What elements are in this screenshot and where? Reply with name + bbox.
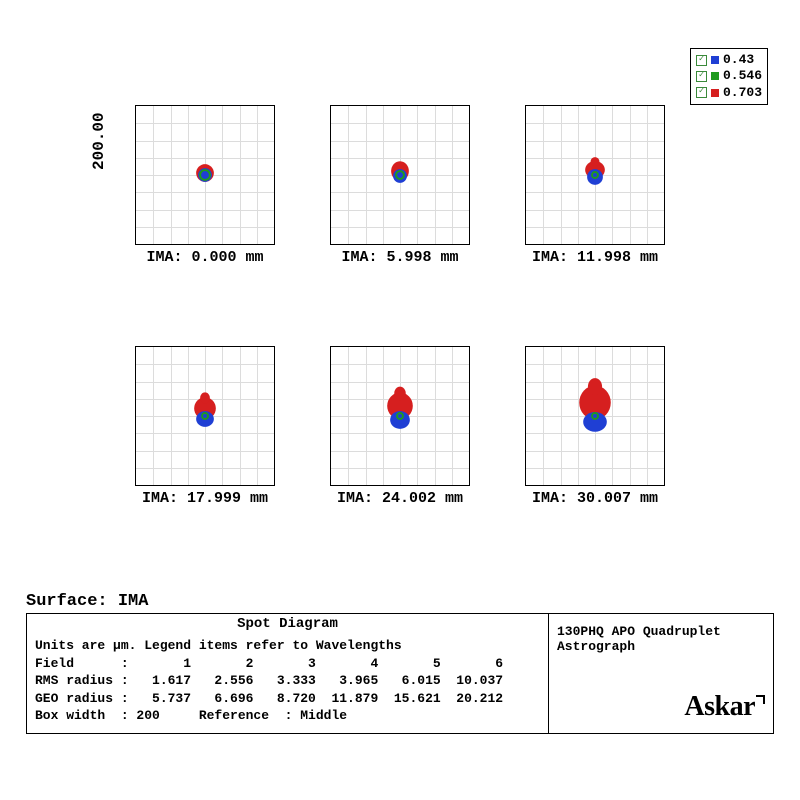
panel-caption: IMA: 0.000 mm [135, 249, 275, 266]
panel-box [525, 346, 665, 486]
brand-logo: Askar [557, 691, 765, 723]
legend-swatch [711, 56, 719, 64]
panel-box [330, 346, 470, 486]
panel-caption: IMA: 24.002 mm [330, 490, 470, 507]
legend-swatch [711, 89, 719, 97]
spot-panel: IMA: 0.000 mm [135, 105, 275, 266]
legend-item: 0.703 [696, 85, 762, 101]
panel-caption: IMA: 11.998 mm [525, 249, 665, 266]
legend-item: 0.43 [696, 52, 762, 68]
spot-panel: IMA: 24.002 mm [330, 346, 470, 507]
info-table-left: Spot Diagram Units are µm. Legend items … [27, 614, 549, 733]
spot-diagram-grid: 200.00 IMA: 0.000 mm IMA: 5.998 mm IMA: … [0, 105, 800, 587]
product-name: 130PHQ APO Quadruplet Astrograph [557, 624, 765, 654]
surface-label: Surface: IMA [26, 592, 774, 611]
panel-row: IMA: 17.999 mm IMA: 24.002 mm IMA: 30.00… [0, 346, 800, 507]
legend-label: 0.43 [723, 52, 754, 68]
panel-caption: IMA: 30.007 mm [525, 490, 665, 507]
wavelength-legend: 0.43 0.546 0.703 [690, 48, 768, 105]
panel-box [135, 346, 275, 486]
checkbox-icon [696, 87, 707, 98]
legend-item: 0.546 [696, 68, 762, 84]
info-block: Surface: IMA Spot Diagram Units are µm. … [26, 592, 774, 734]
info-table-right: 130PHQ APO Quadruplet Astrograph Askar [549, 614, 773, 733]
y-axis-label: 200.00 [90, 112, 108, 170]
legend-label: 0.703 [723, 85, 762, 101]
legend-label: 0.546 [723, 68, 762, 84]
panel-box [525, 105, 665, 245]
spot-panel: IMA: 17.999 mm [135, 346, 275, 507]
spot-panel: IMA: 30.007 mm [525, 346, 665, 507]
checkbox-icon [696, 55, 707, 66]
legend-swatch [711, 72, 719, 80]
panel-caption: IMA: 17.999 mm [135, 490, 275, 507]
checkbox-icon [696, 71, 707, 82]
panel-box [135, 105, 275, 245]
spot-panel: IMA: 11.998 mm [525, 105, 665, 266]
table-body: Units are µm. Legend items refer to Wave… [27, 634, 548, 733]
table-title: Spot Diagram [27, 614, 548, 634]
spot-panel: IMA: 5.998 mm [330, 105, 470, 266]
panel-box [330, 105, 470, 245]
info-table: Spot Diagram Units are µm. Legend items … [26, 613, 774, 734]
panel-row: 200.00 IMA: 0.000 mm IMA: 5.998 mm IMA: … [0, 105, 800, 266]
panel-caption: IMA: 5.998 mm [330, 249, 470, 266]
